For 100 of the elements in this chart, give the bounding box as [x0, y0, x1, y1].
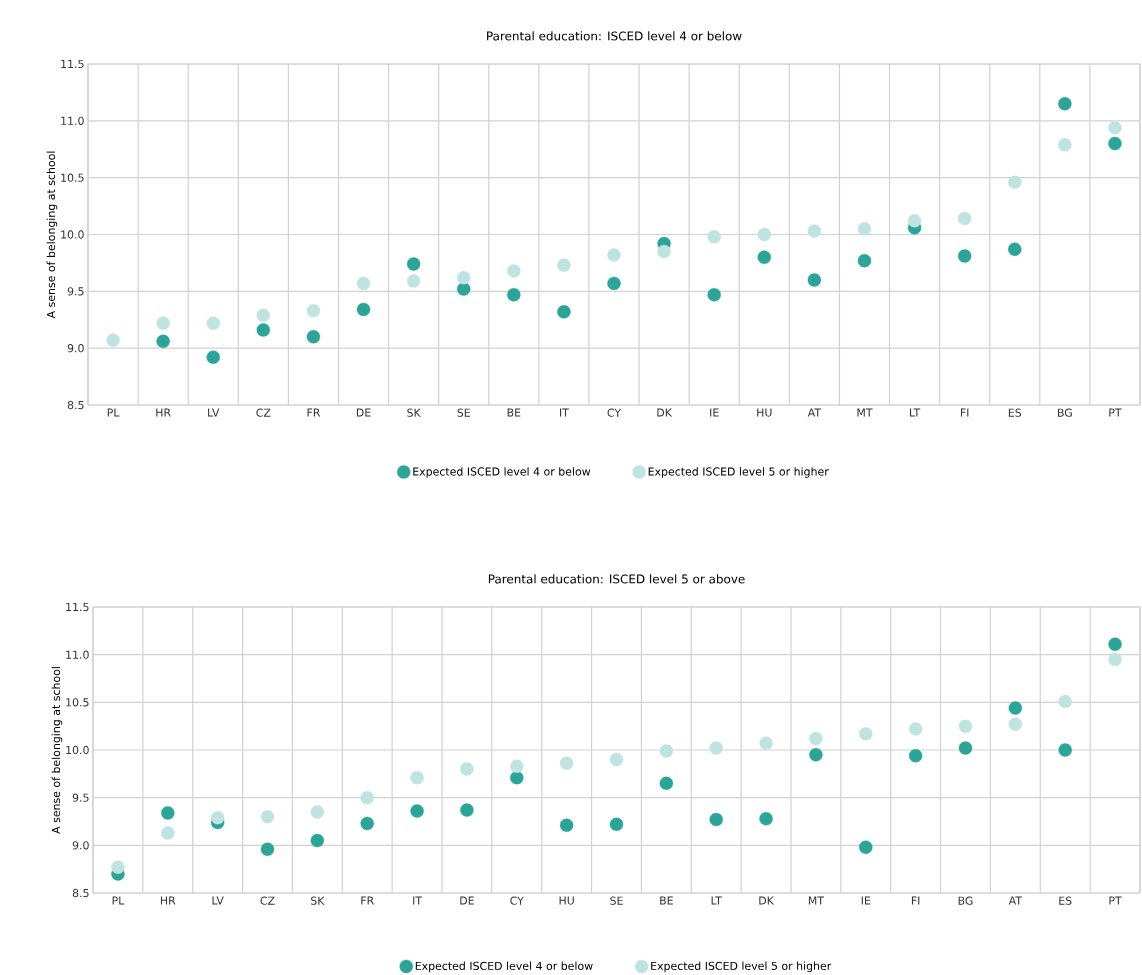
point [410, 804, 424, 818]
point [206, 316, 220, 330]
x-tick-label: IE [710, 408, 719, 417]
x-tick-label: HR [160, 896, 176, 905]
point [1008, 175, 1022, 189]
point [161, 806, 175, 820]
x-tick-label: BE [507, 408, 521, 417]
point [1108, 652, 1122, 666]
point [807, 273, 822, 287]
point [759, 736, 773, 750]
x-tick-label: CY [607, 408, 622, 417]
x-tick-label: PT [1109, 896, 1122, 905]
point [707, 287, 721, 302]
x-tick-label: LT [711, 896, 722, 905]
point [1008, 242, 1022, 256]
y-tick-label: 11.0 [61, 116, 84, 125]
y-tick-label: 11.5 [66, 602, 89, 611]
y-tick-label: 10.5 [61, 173, 84, 182]
point [857, 221, 872, 236]
y-axis-title: A sense of belonging at school [46, 151, 58, 319]
point [406, 274, 421, 288]
x-tick-label: PL [107, 408, 120, 417]
point [759, 811, 773, 826]
x-tick-label: DE [356, 408, 371, 417]
x-tick-label: LV [208, 408, 220, 417]
point [607, 276, 621, 290]
point [410, 770, 424, 785]
point [757, 250, 771, 264]
legend-label: Expected ISCED level 5 or higher [651, 961, 832, 972]
x-tick-label: SE [457, 408, 470, 417]
y-tick-label: 9.0 [72, 841, 89, 850]
chart-title: Parental education: ISCED level 5 or above [488, 574, 745, 584]
x-tick-label: FI [911, 896, 920, 905]
x-tick-label: IT [413, 896, 423, 905]
point [809, 731, 823, 746]
x-tick-label: FR [307, 408, 321, 417]
x-tick-label: DK [759, 896, 775, 905]
chart-title: Parental education: ISCED level 4 or below [487, 31, 742, 41]
x-tick-label: LT [910, 408, 921, 417]
point [857, 253, 872, 268]
point [657, 244, 671, 259]
x-tick-label: ES [1008, 408, 1022, 417]
y-axis-title: A sense of belonging at school [51, 666, 63, 834]
point [260, 809, 275, 824]
y-tick-label: 9.0 [67, 343, 84, 353]
x-tick-label: PL [112, 896, 125, 905]
x-tick-label: IE [861, 896, 871, 905]
x-tick-label: SK [311, 896, 325, 905]
point [106, 333, 120, 347]
point [306, 329, 321, 344]
point [356, 302, 371, 317]
point [507, 287, 521, 302]
x-tick-label: HU [757, 408, 772, 417]
point [1008, 717, 1023, 731]
x-tick-label: CZ [256, 408, 271, 417]
point [406, 257, 421, 271]
point [210, 810, 225, 825]
point [507, 264, 521, 278]
point [557, 304, 571, 319]
x-tick-label: AT [807, 408, 822, 417]
x-tick-label: BG [1058, 408, 1072, 417]
point [859, 726, 873, 741]
point [958, 741, 973, 755]
y-tick-label: 10.5 [66, 698, 89, 707]
x-tick-label: IT [560, 408, 569, 417]
point [659, 744, 674, 758]
point [607, 248, 621, 262]
point [161, 826, 175, 840]
point [510, 759, 524, 773]
x-tick-label: HU [559, 896, 574, 905]
x-tick-label: ES [1059, 896, 1072, 905]
x-tick-label: PT [1109, 408, 1122, 417]
x-tick-label: FR [361, 896, 374, 905]
point [809, 747, 823, 762]
y-tick-label: 9.5 [67, 287, 84, 296]
x-tick-label: MT [857, 408, 873, 417]
point [908, 722, 923, 736]
legend-label: Expected ISCED level 4 or below [413, 466, 591, 478]
point [709, 812, 723, 827]
y-tick-label: 10.0 [61, 230, 84, 239]
point [1058, 694, 1072, 708]
point [609, 817, 624, 831]
point [310, 805, 325, 819]
x-tick-label: SK [407, 408, 421, 417]
x-tick-label: SE [610, 896, 623, 905]
point [310, 833, 325, 848]
point [510, 770, 524, 785]
point [156, 334, 170, 348]
y-tick-label: 11.0 [66, 650, 89, 659]
point [707, 229, 721, 244]
x-tick-label: CY [510, 896, 524, 905]
x-tick-label: BG [958, 896, 973, 905]
point [457, 270, 471, 285]
y-tick-label: 8.5 [67, 400, 84, 409]
point [957, 211, 972, 226]
point [908, 748, 923, 763]
point [559, 756, 574, 770]
y-tick-label: 8.5 [72, 888, 89, 897]
x-tick-label: CZ [260, 896, 275, 905]
point [256, 323, 271, 337]
